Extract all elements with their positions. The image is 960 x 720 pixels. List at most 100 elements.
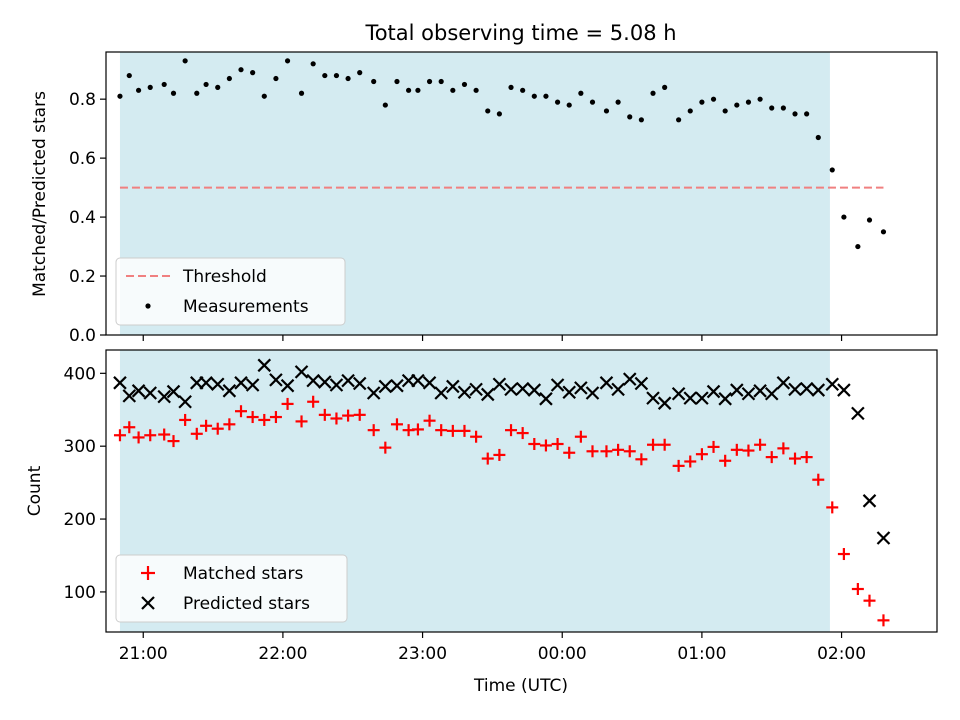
predicted-star-point — [585, 386, 600, 400]
matched-star-point — [742, 444, 755, 457]
measurement-point — [426, 78, 433, 85]
legend-threshold-label: Threshold — [182, 267, 267, 287]
measurement-point — [357, 70, 363, 76]
measurement-point — [662, 84, 668, 90]
matched-star-point — [318, 408, 331, 421]
measurement-point — [261, 93, 267, 99]
y-ratio-tick-label: 0.8 — [69, 90, 96, 110]
matched-star-point — [330, 412, 343, 425]
matched-star-point — [123, 421, 136, 434]
predicted-star-point — [799, 381, 814, 396]
measurement-point — [394, 78, 400, 85]
predicted-star-point — [683, 391, 698, 405]
matched-star-point — [505, 424, 518, 437]
measurement-point — [215, 84, 221, 90]
measurement-point — [147, 84, 153, 90]
measurement-point — [603, 108, 610, 114]
predicted-star-point — [113, 376, 127, 390]
predicted-star-point — [776, 376, 791, 390]
predicted-star-point — [122, 389, 137, 403]
predicted-star-point — [257, 358, 272, 373]
ratio-legend-box — [115, 257, 346, 326]
measurement-point — [161, 81, 167, 88]
predicted-star-point — [764, 386, 779, 401]
predicted-star-point — [434, 386, 448, 400]
predicted-star-point — [811, 383, 826, 397]
predicted-star-point — [825, 377, 840, 392]
matched-star-point — [600, 445, 613, 458]
measurement-point — [829, 167, 835, 173]
measurement-point — [117, 93, 123, 99]
matched-star-point — [863, 594, 876, 607]
predicted-star-point — [294, 365, 309, 379]
predicted-star-point — [599, 376, 614, 390]
predicted-star-point — [515, 381, 530, 396]
matched-star-point — [435, 424, 448, 437]
predicted-star-point — [550, 378, 565, 392]
matched-star-point — [235, 405, 248, 418]
x-tick-label: 22:00 — [258, 644, 307, 664]
legend-measurements-label: Measurements — [183, 297, 309, 317]
measurement-point — [866, 217, 873, 223]
predicted-star-point — [611, 382, 625, 397]
predicted-star-point — [157, 389, 171, 404]
matched-star-point — [719, 454, 732, 467]
x-tick-label: 23:00 — [398, 644, 447, 664]
y-axis-label-count: Count — [25, 465, 45, 516]
measurement-point — [815, 134, 821, 141]
measurement-point — [880, 229, 887, 235]
x-tick-label: 01:00 — [677, 644, 726, 664]
y-ratio-tick-label: 0.6 — [69, 149, 96, 169]
matched-star-point — [730, 443, 743, 456]
matched-star-point — [367, 424, 380, 437]
y-ratio-tick-label: 0.0 — [69, 326, 96, 346]
matched-star-point — [353, 408, 366, 421]
measurement-point — [298, 90, 305, 96]
x-axis-label: Time (UTC) — [473, 676, 568, 696]
predicted-star-point — [222, 384, 237, 398]
predicted-star-point — [527, 383, 542, 397]
matched-star-point — [528, 438, 541, 450]
count-legend: Matched stars Predicted stars — [115, 554, 348, 623]
matched-star-point — [423, 414, 436, 427]
measurement-point — [345, 75, 351, 82]
predicted-star-point — [657, 396, 672, 410]
predicted-star-point — [469, 382, 483, 397]
predicted-star-point — [741, 386, 756, 401]
predicted-star-point — [492, 377, 507, 392]
matched-star-point — [635, 453, 648, 466]
predicted-star-point — [851, 406, 865, 421]
predicted-star-point — [446, 379, 460, 394]
matched-star-point — [695, 448, 708, 461]
measurement-point — [531, 93, 537, 99]
matched-star-point — [877, 614, 890, 627]
measurement-point — [638, 117, 644, 123]
matched-star-point — [246, 411, 259, 424]
measurement-point — [203, 81, 209, 88]
measurement-point — [627, 114, 633, 120]
predicted-star-point — [210, 377, 225, 392]
measurement-point — [554, 99, 561, 105]
predicted-star-point — [539, 392, 553, 406]
measurement-point — [135, 87, 142, 93]
predicted-star-point — [562, 385, 576, 400]
matched-star-point — [132, 431, 145, 444]
predicted-star-point — [269, 373, 283, 387]
predicted-star-point — [480, 387, 495, 402]
measurement-point — [722, 108, 728, 114]
matched-star-point — [295, 415, 308, 428]
predicted-star-point — [788, 382, 802, 397]
predicted-star-point — [876, 531, 891, 545]
ratio-panel-frame — [105, 51, 938, 336]
legend-predicted-marker — [141, 596, 155, 610]
matched-star-point — [446, 424, 459, 437]
measurement-point — [250, 70, 256, 76]
measurement-point — [589, 99, 596, 105]
matched-star-point — [379, 441, 392, 454]
measurement-point — [238, 67, 244, 73]
predicted-star-point — [306, 373, 320, 388]
matched-star-point — [826, 501, 839, 514]
legend-matched-marker — [141, 566, 155, 580]
y-axis-label-ratio: Matched/Predicted stars — [30, 91, 50, 297]
ratio-panel: Total observing time = 5.08 h 0.0 0.2 0.4 0… — [30, 21, 938, 346]
